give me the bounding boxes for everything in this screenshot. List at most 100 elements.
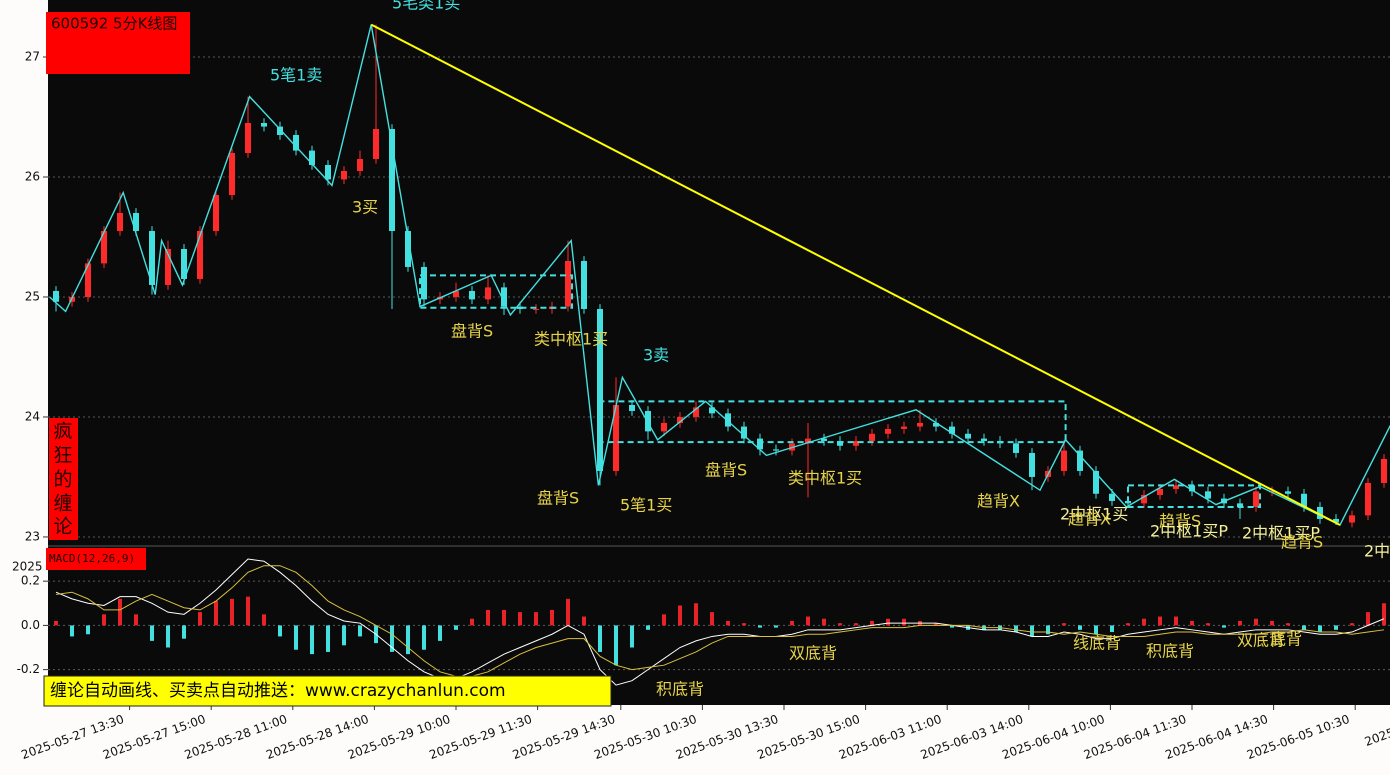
macd-bar [166,625,170,648]
macd-bar [1094,625,1098,635]
annotation: 2中枢1买P [1150,522,1228,541]
macd-bar [342,625,346,646]
chart-title: 600592 5分K线图 [51,15,177,33]
candle-body [917,422,923,427]
candle-body [613,404,619,471]
macd-bar [1222,625,1226,628]
macd-bar [86,625,90,635]
side-label-box [49,418,78,540]
annotation: 趋背S [1159,512,1201,531]
macd-bar [838,623,842,626]
dea-line [55,565,1385,677]
macd-bar [294,625,298,650]
candle-body [85,263,91,297]
macd-bar [694,603,698,626]
candle-body [709,407,715,414]
macd-bar [1286,623,1290,626]
macd-panel [54,558,1386,686]
macd-bar [326,625,330,652]
macd-bar [1302,625,1306,630]
candle-body [757,438,763,450]
macd-bar [1110,625,1114,633]
y-tick-label: 23 [25,529,40,543]
candle-body [325,164,331,180]
macd-bar [1254,618,1258,626]
annotation: 3买 [352,198,378,217]
candle-body [1093,470,1099,494]
side-label: 疯 [53,421,72,443]
macd-bar [422,625,426,650]
macd-annotation: 双底背 [1237,631,1285,650]
macd-bar [70,625,74,637]
macd-bar [1142,618,1146,626]
macd-bar [134,614,138,626]
annotation: 盘背S [705,461,747,480]
candle-body [277,126,283,135]
candle-body [677,416,683,423]
macd-bar [246,596,250,626]
annotation: 2中 [1364,542,1390,561]
candle-body [53,290,59,302]
candle-body [197,230,203,279]
macd-bar [310,625,314,655]
annotation: 5笔1买 [620,496,672,515]
macd-bar [470,618,474,626]
side-label: 缠 [53,493,72,515]
candle-body [837,440,843,446]
candle-body [581,260,587,309]
macd-bar [806,616,810,626]
macd-bar [1366,612,1370,626]
grid [48,56,1390,671]
dif-line [55,558,1385,686]
cut-label: 2025 [12,560,43,574]
macd-bar [214,601,218,626]
candle-body [965,433,971,439]
macd-bar [742,623,746,626]
annotation: 类中枢1买 [534,330,608,349]
annotation: 盘背S [451,322,493,341]
candle-body [1141,494,1147,504]
y-tick-label: 27 [25,49,40,63]
macd-bar [598,625,602,652]
zhongshu-box [419,274,573,309]
candle-body [309,150,315,165]
candle-body [1061,450,1067,471]
candle-body [805,438,811,444]
macd-bar [358,625,362,637]
macd-bar [1158,616,1162,626]
annotation: 5笔1卖 [270,66,322,85]
candle-body [1029,452,1035,477]
macd-annotation: 线底背 [1073,634,1121,653]
plot-area [48,0,1390,705]
candle-body [1109,493,1115,501]
candle-body [533,308,539,310]
candle-body [885,428,891,434]
candle-body [389,128,395,231]
macd-bar [1174,616,1178,626]
candle-body [901,426,907,429]
zhongshu-box [597,400,1067,444]
macd-bar [934,623,938,626]
macd-bar [1382,603,1386,626]
macd-bar [870,620,874,626]
macd-bar [454,625,458,630]
annotation: 趋背X [1068,510,1111,529]
candle-body [773,449,779,451]
macd-bar [150,625,154,641]
macd-bar [790,620,794,626]
macd-bar [1318,625,1322,633]
candle-body [1205,491,1211,499]
macd-bar [262,614,266,626]
annotation: 3卖 [643,346,669,365]
candle-body [149,230,155,285]
candle-body [597,308,603,471]
macd-bar [1238,620,1242,626]
segment-line [370,23,1341,526]
macd-bar [518,612,522,626]
candle-body [261,122,267,127]
candle-body [341,170,347,180]
candle-body [981,438,987,441]
macd-annotation: 双底背 [789,644,837,663]
macd-bar [1078,625,1082,630]
candle-body [933,422,939,427]
